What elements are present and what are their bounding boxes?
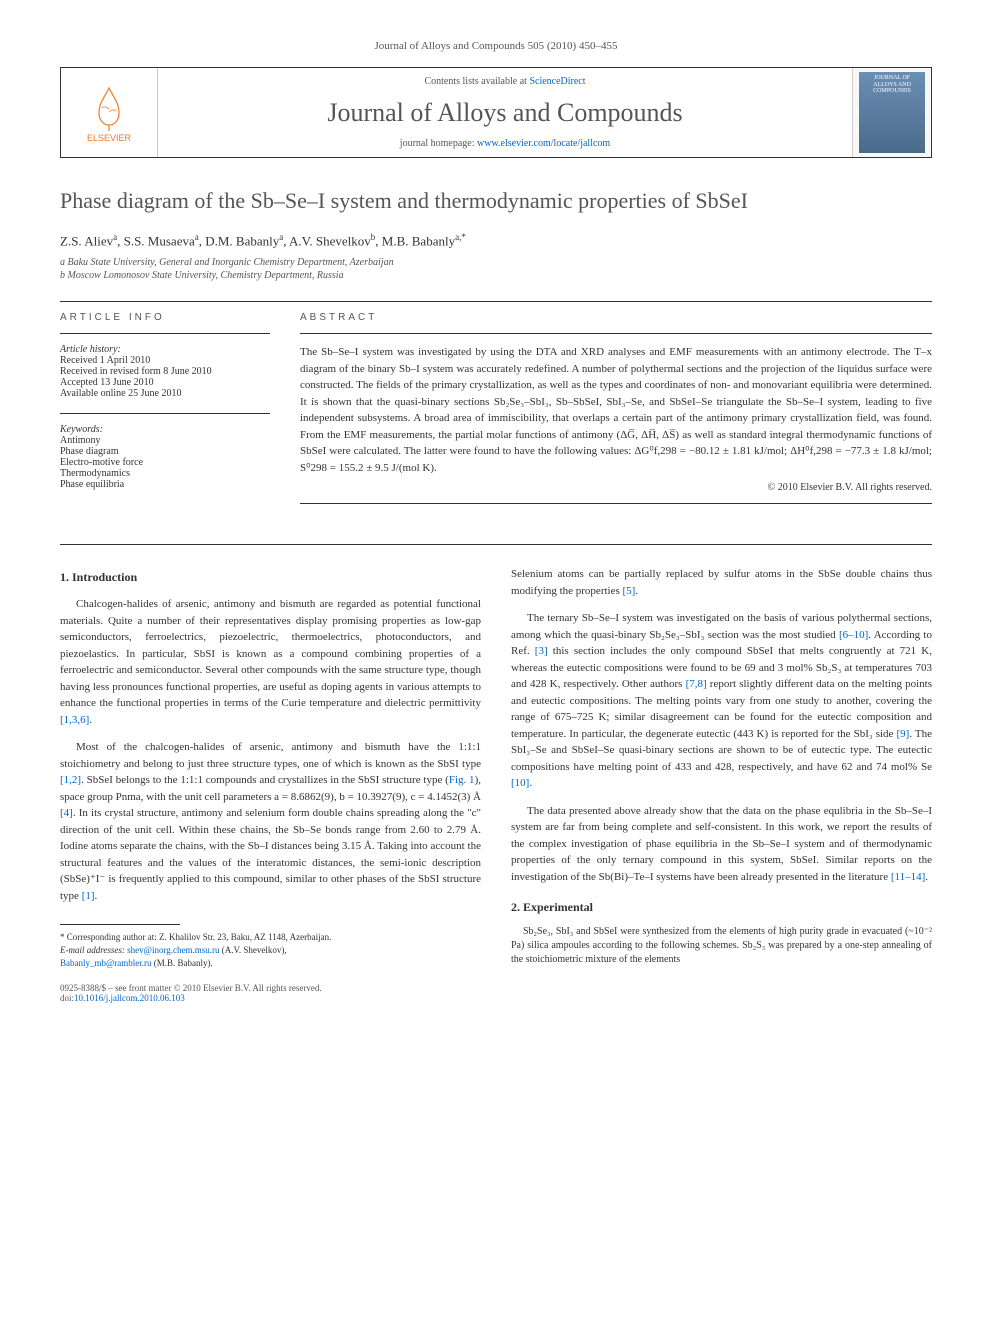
body-paragraph: Most of the chalcogen-halides of arsenic… (60, 739, 481, 904)
affiliation-b: b Moscow Lomonosov State University, Che… (60, 270, 932, 281)
history-label: Article history: (60, 344, 270, 355)
elsevier-logo: ELSEVIER (61, 68, 158, 157)
divider (60, 333, 270, 334)
journal-name: Journal of Alloys and Compounds (178, 98, 832, 128)
ref-link[interactable]: [1,3,6] (60, 714, 89, 726)
bottom-meta: 0925-8388/$ – see front matter © 2010 El… (60, 983, 481, 1003)
abstract-label: ABSTRACT (300, 312, 932, 323)
keyword: Phase equilibria (60, 479, 270, 490)
article-title: Phase diagram of the Sb–Se–I system and … (60, 188, 932, 214)
citation-line: Journal of Alloys and Compounds 505 (201… (60, 40, 932, 52)
divider (300, 503, 932, 504)
ref-link[interactable]: [11–14] (891, 871, 925, 883)
ref-link[interactable]: [5] (623, 585, 636, 597)
intro-heading: 1. Introduction (60, 570, 481, 585)
affiliations: a Baku State University, General and Ino… (60, 257, 932, 281)
history-item: Received in revised form 8 June 2010 (60, 366, 270, 377)
email-name-2: (M.B. Babanly). (154, 958, 213, 968)
body-paragraph: Selenium atoms can be partially replaced… (511, 566, 932, 599)
tree-icon (84, 83, 134, 133)
affiliation-a: a Baku State University, General and Ino… (60, 257, 932, 268)
divider (60, 544, 932, 545)
doi-line: doi:10.1016/j.jallcom.2010.06.103 (60, 993, 481, 1003)
ref-link[interactable]: [3] (535, 645, 548, 657)
figure-link[interactable]: Fig. 1 (449, 774, 475, 786)
header-center: Contents lists available at ScienceDirec… (158, 68, 852, 157)
right-column: Selenium atoms can be partially replaced… (511, 555, 932, 1003)
body-columns: 1. Introduction Chalcogen-halides of ars… (60, 555, 932, 1003)
email-link-1[interactable]: shev@inorg.chem.msu.ru (127, 945, 219, 955)
history-item: Accepted 13 June 2010 (60, 377, 270, 388)
ref-link[interactable]: [6–10] (839, 629, 868, 641)
history-item: Received 1 April 2010 (60, 355, 270, 366)
doi-prefix: doi: (60, 993, 74, 1003)
body-paragraph: The ternary Sb–Se–I system was investiga… (511, 610, 932, 792)
contents-line: Contents lists available at ScienceDirec… (178, 76, 832, 87)
email-line-2: Babanly_mb@rambler.ru (M.B. Babanly). (60, 957, 481, 970)
left-column: 1. Introduction Chalcogen-halides of ars… (60, 555, 481, 1003)
ref-link[interactable]: [7,8] (686, 678, 707, 690)
body-paragraph: Chalcogen-halides of arsenic, antimony a… (60, 596, 481, 728)
body-paragraph: The data presented above already show th… (511, 803, 932, 886)
elsevier-label: ELSEVIER (87, 133, 131, 143)
experimental-heading: 2. Experimental (511, 900, 932, 915)
homepage-line: journal homepage: www.elsevier.com/locat… (178, 138, 832, 149)
keywords-label: Keywords: (60, 424, 270, 435)
corresponding-author: * Corresponding author at: Z. Khalilov S… (60, 931, 481, 944)
article-info-column: ARTICLE INFO Article history: Received 1… (60, 312, 270, 514)
keyword: Antimony (60, 435, 270, 446)
cover-thumbnail: JOURNAL OF ALLOYS AND COMPOUNDS (852, 68, 931, 157)
experimental-paragraph: Sb₂Se₃, SbI₃ and SbSeI were synthesized … (511, 925, 932, 967)
email-link-2[interactable]: Babanly_mb@rambler.ru (60, 958, 152, 968)
keyword: Electro-motive force (60, 457, 270, 468)
email-name-1: (A.V. Shevelkov), (222, 945, 287, 955)
homepage-link[interactable]: www.elsevier.com/locate/jallcom (477, 138, 610, 149)
email-label: E-mail addresses: (60, 945, 125, 955)
footnote-rule (60, 924, 180, 925)
divider (60, 413, 270, 414)
ref-link[interactable]: [9] (896, 728, 909, 740)
issn-line: 0925-8388/$ – see front matter © 2010 El… (60, 983, 481, 993)
keyword: Thermodynamics (60, 468, 270, 479)
contents-prefix: Contents lists available at (424, 76, 529, 87)
cover-image: JOURNAL OF ALLOYS AND COMPOUNDS (859, 72, 925, 153)
footnote-block: * Corresponding author at: Z. Khalilov S… (60, 931, 481, 969)
divider (60, 301, 932, 302)
ref-link[interactable]: [4] (60, 807, 73, 819)
history-item: Available online 25 June 2010 (60, 388, 270, 399)
keyword: Phase diagram (60, 446, 270, 457)
authors-line: Z.S. Alieva, S.S. Musaevaa, D.M. Babanly… (60, 232, 932, 249)
journal-header: ELSEVIER Contents lists available at Sci… (60, 67, 932, 158)
keywords-block: Keywords: Antimony Phase diagram Electro… (60, 424, 270, 490)
info-abstract-row: ARTICLE INFO Article history: Received 1… (60, 312, 932, 514)
doi-link[interactable]: 10.1016/j.jallcom.2010.06.103 (74, 993, 185, 1003)
sciencedirect-link[interactable]: ScienceDirect (529, 76, 585, 87)
divider (300, 333, 932, 334)
copyright-line: © 2010 Elsevier B.V. All rights reserved… (300, 482, 932, 493)
ref-link[interactable]: [1] (82, 890, 95, 902)
page-container: Journal of Alloys and Compounds 505 (201… (0, 0, 992, 1043)
history-block: Article history: Received 1 April 2010 R… (60, 344, 270, 399)
email-line: E-mail addresses: shev@inorg.chem.msu.ru… (60, 944, 481, 957)
abstract-column: ABSTRACT The Sb–Se–I system was investig… (300, 312, 932, 514)
abstract-text: The Sb–Se–I system was investigated by u… (300, 344, 932, 476)
ref-link[interactable]: [10] (511, 777, 529, 789)
homepage-prefix: journal homepage: (400, 138, 477, 149)
article-info-label: ARTICLE INFO (60, 312, 270, 323)
ref-link[interactable]: [1,2] (60, 774, 81, 786)
